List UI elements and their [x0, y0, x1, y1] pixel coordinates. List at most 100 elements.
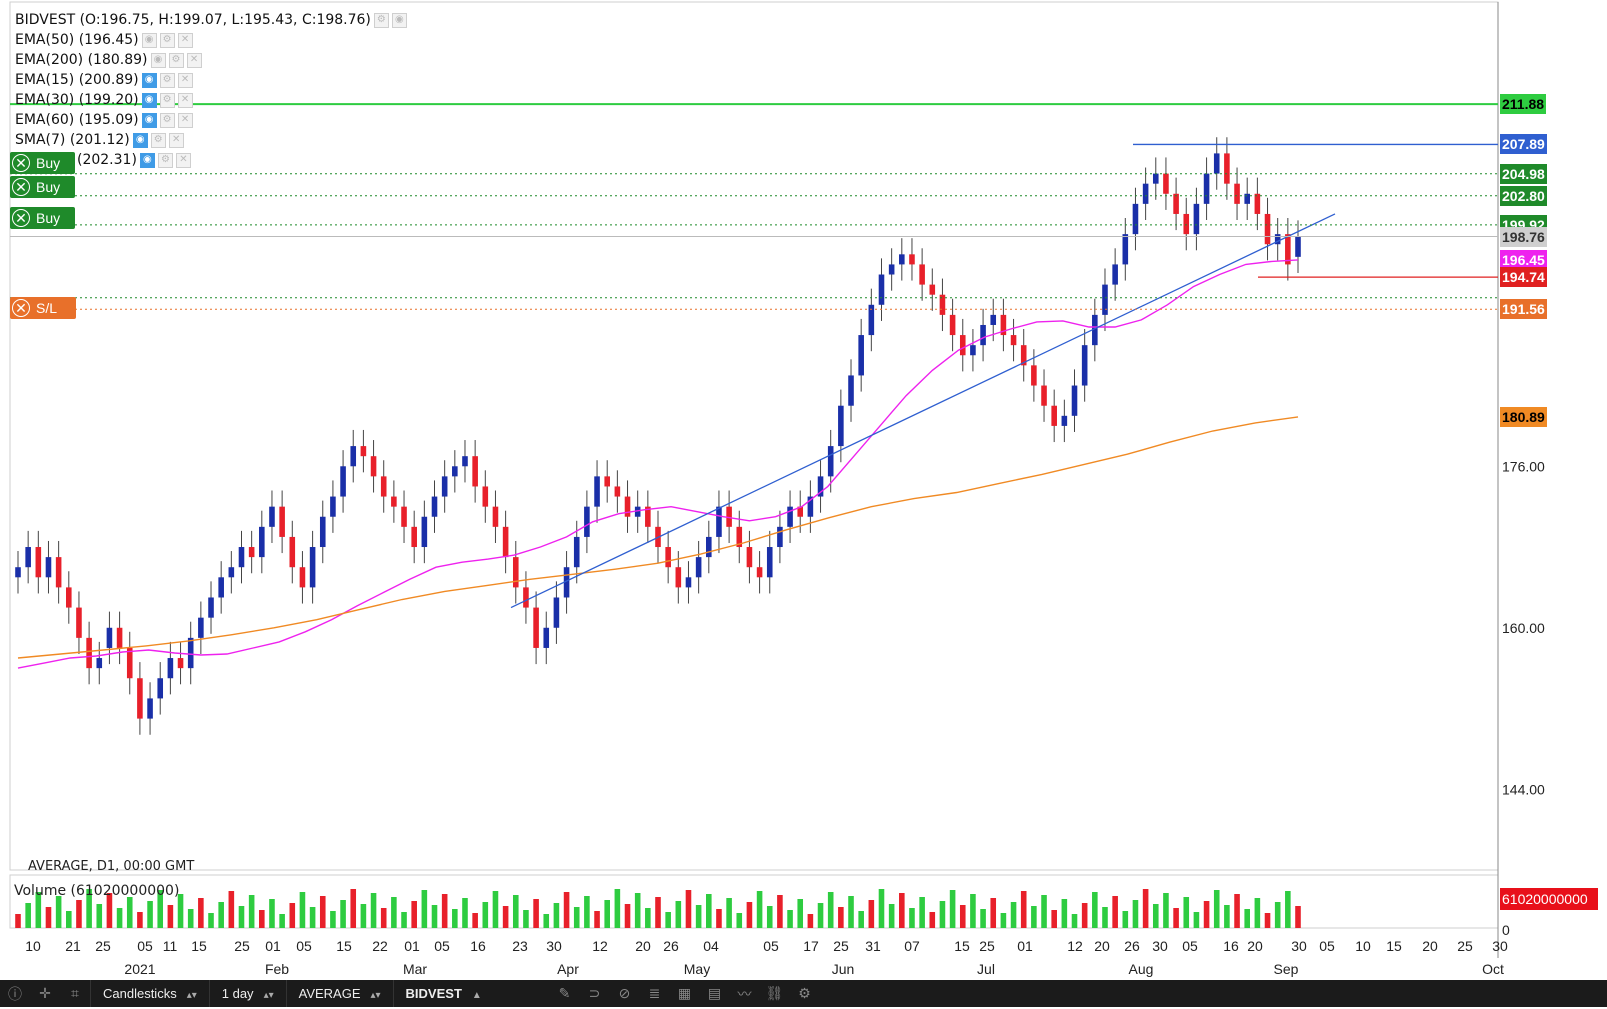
volume-bar [401, 912, 407, 928]
volume-bar [66, 911, 72, 928]
symbol-select[interactable]: BIDVEST ▲ [392, 980, 538, 1007]
x-tick-label: 26 [663, 938, 679, 954]
chart-type-value: Candlesticks [103, 986, 177, 1001]
month-label: Jul [977, 961, 995, 977]
settings-icon[interactable]: ⚙ [168, 52, 184, 68]
close-icon[interactable]: ✕ [12, 154, 30, 172]
volume-bar [462, 898, 468, 928]
magnet-icon[interactable]: ⊃ [588, 985, 601, 1001]
settings-icon[interactable]: ⚙ [159, 72, 175, 88]
close-icon[interactable]: ✕ [12, 178, 30, 196]
hide-icon[interactable]: ⊘ [618, 985, 631, 1001]
candle-body [55, 557, 62, 588]
close-icon[interactable]: ✕ [177, 92, 193, 108]
price-axis-label: 180.89 [1500, 406, 1547, 427]
volume-bar [533, 899, 539, 928]
eye-icon[interactable]: ◉ [141, 92, 157, 108]
eye-icon[interactable]: ◉ [391, 12, 407, 28]
eye-icon[interactable]: ◉ [141, 72, 157, 88]
close-icon[interactable]: ✕ [177, 32, 193, 48]
candle-body [1071, 385, 1078, 416]
volume-bar [126, 897, 133, 928]
info-icon[interactable]: ⓘ [8, 985, 22, 1002]
candle-body [228, 567, 235, 578]
candle-body [604, 476, 610, 487]
crosshair-icon[interactable]: ✛ [39, 985, 51, 1001]
candle-body [533, 607, 539, 648]
x-tick-label: 16 [470, 938, 486, 954]
candle-body [594, 476, 600, 507]
candle-body [899, 254, 905, 265]
candle-body [1224, 153, 1230, 184]
close-icon[interactable]: ✕ [177, 72, 193, 88]
settings-icon[interactable]: ⚙ [150, 132, 166, 148]
grid-icon[interactable]: ▦ [677, 985, 692, 1001]
price-axis-label: 204.98 [1500, 163, 1547, 184]
trade-tag-label: S/L [36, 300, 58, 316]
symbol-value: BIDVEST [405, 986, 462, 1001]
close-icon[interactable]: ✕ [12, 209, 30, 227]
volume-bar [106, 893, 113, 928]
candle-body [391, 496, 397, 507]
buy-order-tag[interactable]: ✕ Buy [10, 152, 75, 174]
candle-body [523, 587, 529, 608]
volume-bar [76, 900, 82, 928]
candle-body [1264, 213, 1271, 245]
gear-icon[interactable]: ⚙ [798, 985, 811, 1001]
settings-icon[interactable]: ⚙ [157, 152, 173, 168]
buy-order-tag[interactable]: ✕ Buy [10, 207, 75, 229]
candle-body [838, 405, 844, 447]
eye-icon[interactable]: ◉ [150, 52, 166, 68]
indicators-icon[interactable]: ≣ [648, 985, 661, 1001]
pencil-icon[interactable]: ✎ [558, 985, 571, 1001]
eye-icon[interactable]: ◉ [132, 132, 148, 148]
volume-bar [634, 893, 641, 928]
candle-body [462, 456, 468, 467]
candle-body [716, 506, 722, 537]
x-tick-label: 15 [1386, 938, 1402, 954]
volume-axis-value: 61020000000 [1502, 891, 1588, 907]
volume-bar [807, 914, 814, 928]
candle-body [1213, 153, 1220, 174]
close-icon[interactable]: ✕ [168, 132, 184, 148]
crop-icon[interactable]: ⌗ [71, 985, 79, 1001]
settings-icon[interactable]: ⚙ [159, 92, 175, 108]
link-icon[interactable]: ⛓ [765, 985, 784, 1001]
candle-body [939, 294, 946, 315]
volume-bar [1274, 902, 1281, 928]
volume-bar [695, 905, 702, 928]
close-icon[interactable]: ✕ [186, 52, 202, 68]
volume-bar [584, 896, 590, 928]
account-select[interactable]: AVERAGE ▴▾ [285, 980, 393, 1007]
templates-icon[interactable]: ▤ [707, 985, 722, 1001]
candle-body [706, 536, 712, 558]
candle-body [1041, 385, 1047, 406]
close-icon[interactable]: ✕ [175, 152, 191, 168]
stop-loss-tag[interactable]: ✕ S/L [10, 297, 76, 319]
candle-body [492, 506, 499, 527]
volume-bar [777, 895, 783, 928]
candle-body [269, 506, 275, 527]
candle-body [289, 536, 296, 568]
candle-body [452, 466, 458, 477]
line-icon[interactable]: 〰 [737, 985, 752, 1002]
settings-icon[interactable]: ⚙ [373, 12, 389, 28]
candle-body [1193, 203, 1200, 235]
x-tick-label: 20 [635, 938, 651, 954]
volume-bar [1163, 893, 1169, 928]
settings-icon[interactable]: ⚙ [159, 32, 175, 48]
indicator-label: EMA(200) (180.89) [15, 52, 148, 68]
candle-body [1061, 415, 1068, 426]
settings-icon[interactable]: ⚙ [159, 112, 175, 128]
chart-type-select[interactable]: Candlesticks ▴▾ [90, 980, 209, 1007]
eye-icon[interactable]: ◉ [139, 152, 155, 168]
buy-order-tag[interactable]: ✕ Buy [10, 176, 75, 198]
volume-bar [350, 889, 357, 928]
eye-icon[interactable]: ◉ [141, 32, 157, 48]
close-icon[interactable]: ✕ [177, 112, 193, 128]
close-icon[interactable]: ✕ [12, 299, 30, 317]
interval-select[interactable]: 1 day ▴▾ [208, 980, 286, 1007]
volume-bar [187, 909, 194, 928]
eye-icon[interactable]: ◉ [141, 112, 157, 128]
